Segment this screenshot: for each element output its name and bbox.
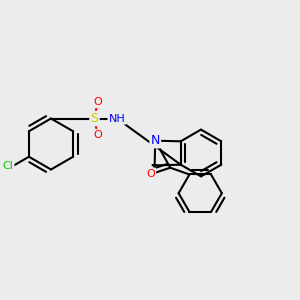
Text: NH: NH: [109, 113, 125, 124]
Text: S: S: [91, 112, 98, 125]
Text: O: O: [146, 169, 155, 179]
Text: O: O: [93, 130, 102, 140]
Text: Cl: Cl: [2, 161, 14, 171]
Text: N: N: [151, 134, 160, 147]
Text: O: O: [93, 97, 102, 107]
